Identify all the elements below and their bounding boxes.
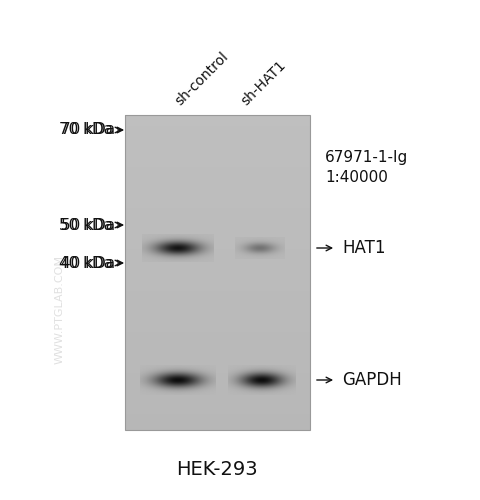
Text: 70 kDa: 70 kDa: [59, 122, 113, 138]
Text: 40 kDa: 40 kDa: [61, 256, 115, 270]
Bar: [125, 115, 310, 430]
Text: sh-HAT1: sh-HAT1: [238, 58, 288, 108]
Text: 67971-1-Ig
1:40000: 67971-1-Ig 1:40000: [325, 150, 408, 185]
Text: WWW.PTGLAB.COM: WWW.PTGLAB.COM: [55, 256, 65, 364]
Text: 70 kDa: 70 kDa: [61, 122, 115, 138]
Text: 50 kDa: 50 kDa: [61, 218, 115, 232]
Text: sh-control: sh-control: [172, 50, 231, 108]
Text: 50 kDa: 50 kDa: [59, 218, 113, 232]
Text: HAT1: HAT1: [342, 239, 385, 257]
Text: HEK-293: HEK-293: [176, 460, 258, 479]
Text: GAPDH: GAPDH: [342, 371, 402, 389]
Text: 40 kDa: 40 kDa: [59, 256, 113, 270]
